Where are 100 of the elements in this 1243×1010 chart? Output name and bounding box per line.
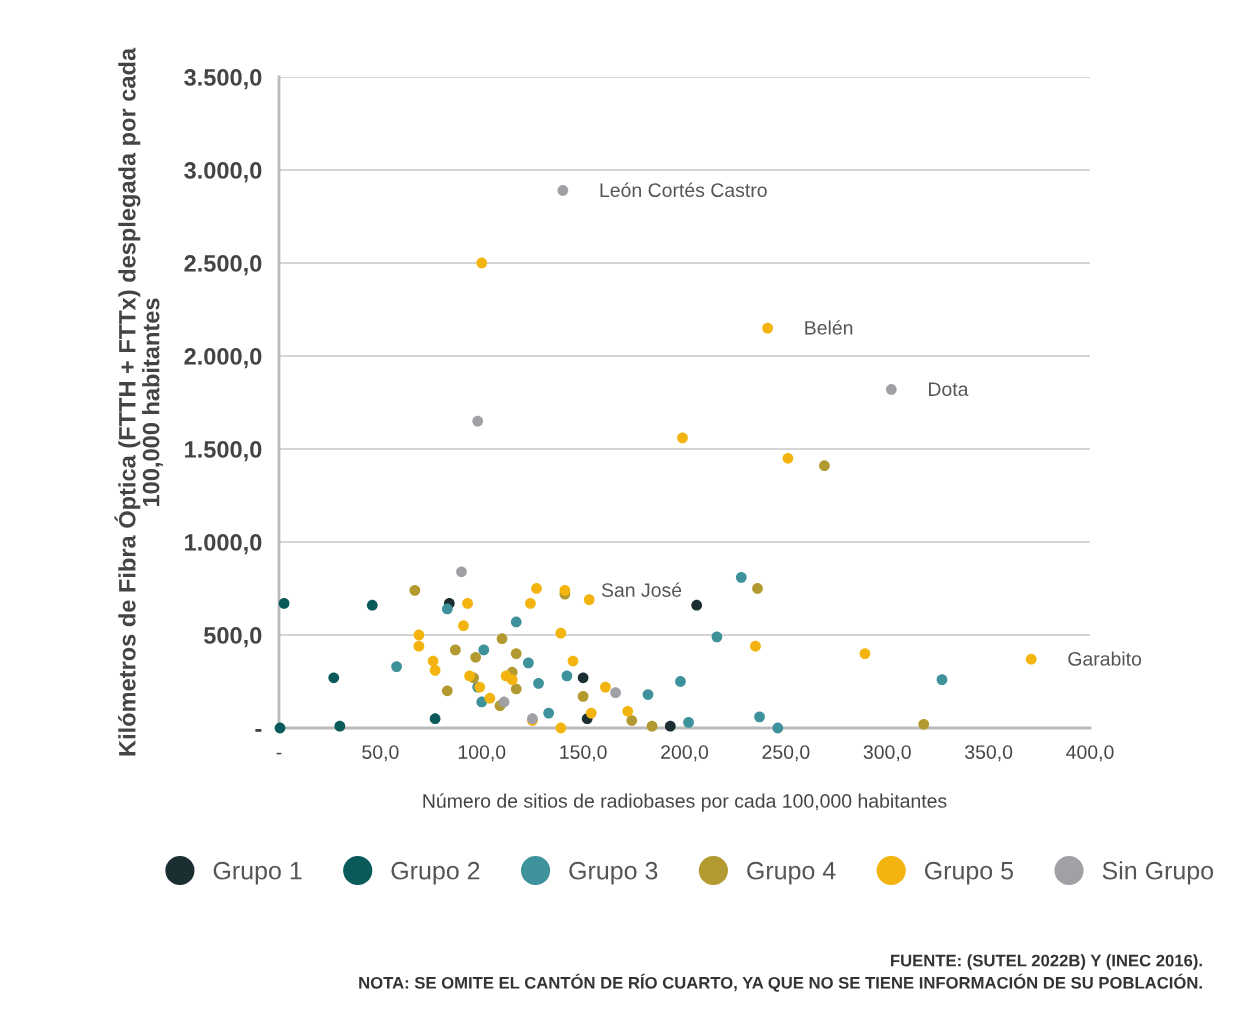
point xyxy=(278,598,290,609)
point xyxy=(675,676,686,687)
point xyxy=(583,594,595,606)
point xyxy=(464,670,475,682)
point xyxy=(510,683,522,695)
legend-label: Grupo 5 xyxy=(924,861,1013,885)
point xyxy=(918,718,930,730)
point xyxy=(819,460,830,472)
point xyxy=(510,648,522,659)
point xyxy=(772,722,784,734)
point xyxy=(754,711,765,723)
point xyxy=(478,644,490,656)
annotation: Garabito xyxy=(1068,651,1142,666)
point xyxy=(577,691,589,702)
point xyxy=(525,598,536,609)
point xyxy=(683,717,694,728)
point xyxy=(677,432,688,444)
point xyxy=(533,677,544,689)
annotation: San José xyxy=(601,582,682,597)
point xyxy=(557,185,569,196)
point xyxy=(642,689,654,700)
y-tick-label: 3.000,0 xyxy=(184,162,262,183)
point xyxy=(711,631,723,643)
point xyxy=(476,696,488,708)
point xyxy=(555,627,567,639)
legend-label: Grupo 1 xyxy=(213,861,302,885)
point xyxy=(413,640,425,652)
annotation: Dota xyxy=(929,382,969,397)
point xyxy=(413,629,425,641)
source-note: FUENTE: (SUTEL 2022B) Y (INEC 2016). xyxy=(891,954,1202,970)
point xyxy=(610,687,621,699)
point xyxy=(936,674,948,686)
y-tick-label: 500,0 xyxy=(203,627,262,648)
point xyxy=(859,648,871,659)
y-tick-label: - xyxy=(255,729,262,732)
x-tick-label: 50,0 xyxy=(362,745,399,762)
point xyxy=(750,640,761,652)
text: NOTA: SE OMITE EL CANTÓN DE RÍO CUARTO, YA QUE NO SE TIENE INFORMACIÓN DE SU POBLACIÓN. xyxy=(359,973,1202,992)
point xyxy=(506,674,518,686)
point xyxy=(510,616,522,628)
point xyxy=(409,584,421,596)
point xyxy=(735,571,747,583)
y-axis-title: Kilómetros de Fibra Óptica (FTTH + FTTx) desplegada por cada 100,000 habitantes xyxy=(114,47,163,756)
point xyxy=(1025,653,1037,665)
point xyxy=(427,655,439,667)
point xyxy=(752,583,763,594)
y-tick-label: 3.500,0 xyxy=(184,69,262,90)
legend-label: Grupo 2 xyxy=(391,861,480,885)
point xyxy=(429,713,441,725)
point xyxy=(561,670,573,682)
annotation: Belén xyxy=(805,320,853,335)
point xyxy=(600,681,611,693)
point xyxy=(762,322,774,334)
point xyxy=(585,707,597,719)
point xyxy=(462,598,473,609)
point xyxy=(476,257,488,269)
point xyxy=(885,384,897,395)
point xyxy=(559,584,571,596)
y-tick-label: 1.000,0 xyxy=(185,534,262,555)
point xyxy=(577,672,589,684)
point xyxy=(498,696,510,708)
point xyxy=(555,722,567,734)
point xyxy=(450,644,461,656)
x-tick-label: 250,0 xyxy=(762,745,810,762)
point xyxy=(328,672,340,684)
y-tick-label: 2.000,0 xyxy=(184,348,262,369)
point xyxy=(484,692,496,704)
y-tick-label: 2.500,0 xyxy=(184,255,262,276)
legend-label: Grupo 3 xyxy=(569,861,658,885)
point xyxy=(567,655,579,667)
x-tick-label: 300,0 xyxy=(863,745,911,762)
x-tick-label: 100,0 xyxy=(458,745,506,762)
annotation: León Cortés Castro xyxy=(600,182,767,198)
x-tick-label: - xyxy=(276,752,282,755)
point xyxy=(456,566,467,578)
x-tick-label: 150,0 xyxy=(560,745,607,762)
point xyxy=(441,603,453,615)
y-tick-label: 1.500,0 xyxy=(185,441,262,462)
point xyxy=(274,722,286,734)
point xyxy=(391,661,402,672)
point xyxy=(470,651,482,663)
point xyxy=(626,715,638,726)
x-axis-title: Número de sitios de radiobases por cada 100,000 habitantes xyxy=(423,793,947,812)
x-tick-label: 200,0 xyxy=(661,745,709,762)
point xyxy=(472,415,484,427)
point xyxy=(334,720,346,732)
x-tick-label: 350,0 xyxy=(965,745,1013,762)
point xyxy=(366,599,378,611)
x-tick-label: 400,0 xyxy=(1066,745,1114,762)
point xyxy=(523,657,534,669)
point xyxy=(691,599,703,611)
point xyxy=(441,685,453,697)
point xyxy=(429,664,441,676)
legend-label: Grupo 4 xyxy=(747,861,836,885)
point xyxy=(543,707,555,719)
point xyxy=(646,720,658,732)
point xyxy=(782,452,794,464)
point xyxy=(458,620,469,632)
point xyxy=(664,720,676,732)
point xyxy=(496,633,508,645)
